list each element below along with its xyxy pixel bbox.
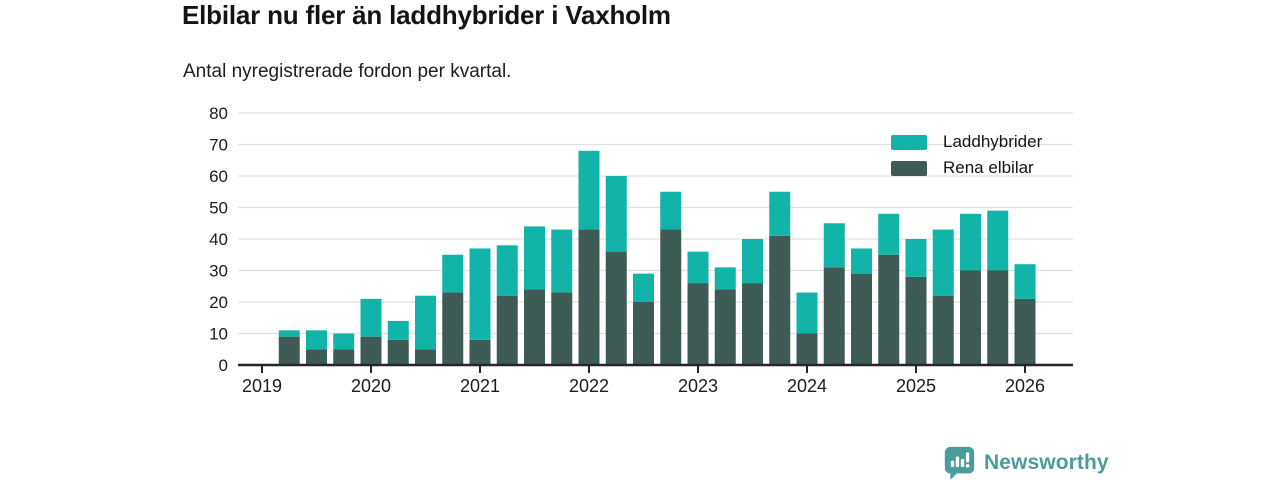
bar-rena-elbilar-2019-q2 (278, 336, 300, 365)
bar-laddhybrider-2022-q3 (633, 273, 654, 302)
bar-rena-elbilar-2024-q4 (878, 254, 900, 365)
y-axis-label-70: 70 (209, 136, 228, 155)
bar-laddhybrider-2024-q4 (878, 213, 900, 255)
legend-item-laddhybrider: Laddhybrider (891, 132, 1043, 151)
legend-label-rena-elbilar: Rena elbilar (943, 158, 1034, 177)
newsworthy-logo-icon (944, 446, 975, 480)
bar-rena-elbilar-2020-q1 (360, 336, 382, 365)
bar-rena-elbilar-2024-q1 (796, 333, 818, 365)
bar-rena-elbilar-2025-q1 (905, 276, 927, 365)
y-axis-label-20: 20 (209, 293, 228, 312)
bar-rena-elbilar-2019-q4 (333, 349, 355, 365)
chart-title: Elbilar nu fler än laddhybrider i Vaxhol… (182, 0, 671, 30)
bar-laddhybrider-2025-q4 (987, 210, 1009, 271)
y-axis-label-0: 0 (219, 356, 228, 375)
x-axis-label-2020: 2020 (351, 376, 391, 396)
y-axis-label-80: 80 (209, 104, 228, 123)
bar-rena-elbilar-2024-q3 (851, 273, 872, 365)
bar-laddhybrider-2024-q3 (851, 248, 872, 274)
y-axis-label-10: 10 (209, 325, 228, 344)
bar-laddhybrider-2024-q1 (796, 292, 818, 334)
legend-swatch-1 (891, 160, 927, 176)
bar-rena-elbilar-2021-q3 (524, 289, 545, 365)
bar-laddhybrider-2022-q2 (605, 176, 627, 252)
bar-laddhybrider-2026-q1 (1014, 264, 1036, 299)
bar-laddhybrider-2020-q4 (442, 254, 464, 293)
bar-rena-elbilar-2023-q2 (714, 289, 736, 365)
bar-rena-elbilar-2025-q3 (960, 270, 981, 365)
bar-laddhybrider-2024-q2 (823, 223, 845, 268)
newsworthy-brand: Newsworthy (943, 445, 1109, 480)
bar-laddhybrider-2025-q2 (932, 229, 954, 296)
bar-laddhybrider-2023-q4 (769, 191, 791, 236)
x-axis-label-2023: 2023 (678, 376, 718, 396)
bar-rena-elbilar-2026-q1 (1014, 298, 1036, 365)
newsworthy-wordmark: Newsworthy (984, 450, 1109, 474)
bar-laddhybrider-2021-q3 (524, 226, 545, 290)
bar-rena-elbilar-2023-q3 (742, 283, 763, 365)
legend-swatch-0 (891, 134, 927, 150)
bar-laddhybrider-2022-q4 (660, 191, 682, 230)
bar-rena-elbilar-2022-q1 (578, 229, 600, 365)
bar-laddhybrider-2020-q1 (360, 298, 382, 337)
x-axis-label-2026: 2026 (1005, 376, 1045, 396)
chart-subtitle: Antal nyregistrerade fordon per kvartal. (183, 61, 512, 82)
x-axis-label-2024: 2024 (787, 376, 827, 396)
bar-laddhybrider-2021-q2 (496, 245, 518, 296)
bar-rena-elbilar-2021-q2 (496, 295, 518, 365)
bar-rena-elbilar-2023-q4 (769, 235, 791, 365)
bar-laddhybrider-2019-q4 (333, 333, 355, 350)
x-axis-label-2025: 2025 (896, 376, 936, 396)
bar-laddhybrider-2023-q1 (687, 251, 709, 284)
bar-rena-elbilar-2019-q3 (306, 349, 327, 365)
bar-laddhybrider-2025-q3 (960, 213, 981, 271)
bar-laddhybrider-2020-q3 (415, 295, 436, 350)
bar-laddhybrider-2019-q3 (306, 330, 327, 350)
bar-laddhybrider-2021-q4 (551, 229, 573, 293)
x-axis-label-2022: 2022 (569, 376, 609, 396)
bar-laddhybrider-2022-q1 (578, 150, 600, 230)
y-axis-label-60: 60 (209, 167, 228, 186)
bar-rena-elbilar-2025-q4 (987, 270, 1009, 365)
bar-laddhybrider-2021-q1 (469, 248, 491, 340)
bar-rena-elbilar-2020-q4 (442, 292, 464, 365)
y-axis-label-30: 30 (209, 262, 228, 281)
bar-rena-elbilar-2021-q4 (551, 292, 573, 365)
x-axis-label-2021: 2021 (460, 376, 500, 396)
x-axis-label-2019: 2019 (242, 376, 282, 396)
legend-label-laddhybrider: Laddhybrider (943, 132, 1043, 151)
bar-rena-elbilar-2020-q3 (415, 349, 436, 365)
bar-laddhybrider-2023-q2 (714, 267, 736, 290)
bar-rena-elbilar-2022-q3 (633, 302, 654, 365)
legend-item-rena-elbilar: Rena elbilar (891, 158, 1042, 177)
bar-rena-elbilar-2020-q2 (387, 339, 409, 365)
bar-laddhybrider-2020-q2 (387, 320, 409, 340)
bar-rena-elbilar-2022-q4 (660, 229, 682, 365)
bar-laddhybrider-2025-q1 (905, 239, 927, 277)
bar-laddhybrider-2023-q3 (742, 239, 763, 284)
chart-legend: Laddhybrider Rena elbilar (891, 132, 1043, 177)
y-axis-label-50: 50 (209, 199, 228, 218)
bar-rena-elbilar-2021-q1 (469, 339, 491, 365)
bar-rena-elbilar-2025-q2 (932, 295, 954, 365)
bar-rena-elbilar-2023-q1 (687, 283, 709, 365)
bar-laddhybrider-2019-q2 (278, 330, 300, 337)
bar-rena-elbilar-2022-q2 (605, 251, 627, 365)
bar-rena-elbilar-2024-q2 (823, 267, 845, 365)
y-axis-label-40: 40 (209, 230, 228, 249)
